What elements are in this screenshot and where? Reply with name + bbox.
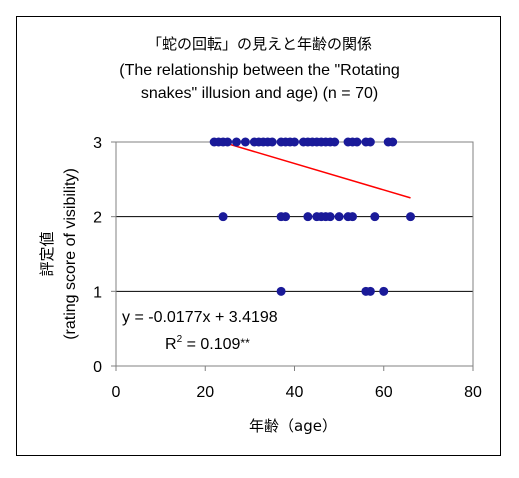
- data-point: [352, 137, 362, 147]
- data-point: [379, 286, 389, 296]
- data-point: [388, 137, 398, 147]
- chart-frame: [16, 16, 501, 456]
- r-squared-annotation: R2 = 0.109**: [165, 334, 250, 353]
- x-tick-label-40: 40: [286, 384, 304, 401]
- data-point: [406, 212, 416, 222]
- data-point: [240, 137, 250, 147]
- x-axis-ticks: 0 20 40 60 80: [112, 366, 482, 401]
- data-points: [209, 137, 416, 296]
- data-point: [218, 212, 228, 222]
- data-point: [290, 137, 299, 147]
- data-point: [231, 137, 241, 147]
- data-point: [276, 286, 286, 296]
- y-axis-ticks: 0 1 2 3: [93, 135, 116, 376]
- data-point: [348, 212, 358, 222]
- data-point: [267, 137, 277, 147]
- x-axis-label: 年齢（age）: [249, 417, 337, 435]
- chart-title-line-3: snakes" illusion and age) (n = 70): [140, 85, 379, 102]
- x-tick-label-80: 80: [464, 384, 482, 401]
- significance-stars: **: [240, 336, 250, 350]
- data-point: [223, 137, 233, 147]
- x-tick-label-20: 20: [196, 384, 214, 401]
- y-axis-label-english: (rating score of visibility): [62, 168, 79, 340]
- y-tick-label-3: 3: [93, 135, 102, 152]
- regression-equation: y = -0.0177x + 3.4198: [122, 309, 278, 326]
- y-tick-label-0: 0: [93, 359, 102, 376]
- data-point: [365, 286, 375, 296]
- grid-lines: [116, 141, 473, 292]
- r-squared-exponent: 2: [177, 334, 183, 345]
- r-squared-letter: R: [165, 336, 177, 353]
- data-point: [281, 212, 291, 222]
- trend-line: [218, 140, 411, 199]
- data-point: [303, 212, 313, 222]
- data-point: [370, 212, 380, 222]
- y-tick-label-2: 2: [93, 210, 102, 227]
- y-axis-label-japanese: 評定値: [38, 231, 56, 276]
- y-tick-label-1: 1: [93, 284, 102, 301]
- chart-title-line-2: (The relationship between the "Rotating: [119, 62, 400, 79]
- x-tick-label-60: 60: [375, 384, 393, 401]
- plot-area: [115, 141, 474, 367]
- chart-title-japanese: 「蛇の回転」の見えと年齢の関係: [146, 35, 372, 53]
- data-point: [330, 137, 340, 147]
- data-point: [325, 212, 335, 222]
- data-point: [365, 137, 375, 147]
- r-squared-value: = 0.109: [182, 336, 240, 353]
- x-tick-label-0: 0: [112, 384, 121, 401]
- data-point: [334, 212, 344, 222]
